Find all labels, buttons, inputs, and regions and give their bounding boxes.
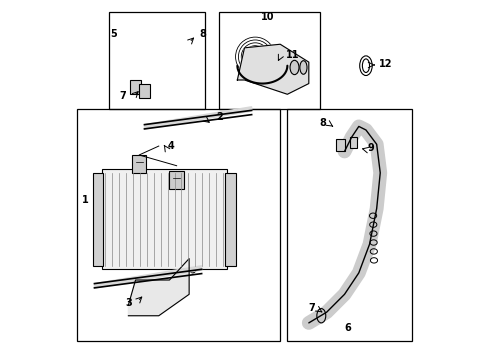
Bar xyxy=(139,84,149,98)
Text: 9: 9 xyxy=(367,143,374,153)
Polygon shape xyxy=(144,107,251,129)
Ellipse shape xyxy=(189,255,196,269)
Text: 4: 4 xyxy=(167,141,174,151)
Ellipse shape xyxy=(187,251,198,273)
Bar xyxy=(335,139,344,152)
Ellipse shape xyxy=(299,61,306,74)
Text: 1: 1 xyxy=(82,195,89,204)
Text: 5: 5 xyxy=(110,28,117,39)
Bar xyxy=(102,169,226,269)
Bar xyxy=(93,173,103,266)
Text: 12: 12 xyxy=(378,59,391,69)
Polygon shape xyxy=(128,258,189,316)
Bar xyxy=(130,80,141,94)
Ellipse shape xyxy=(316,309,325,323)
Polygon shape xyxy=(94,266,201,288)
Bar xyxy=(349,137,356,148)
Polygon shape xyxy=(237,44,308,94)
Text: 3: 3 xyxy=(125,298,132,308)
Text: 8: 8 xyxy=(319,118,326,128)
Text: 6: 6 xyxy=(344,323,351,333)
Text: 11: 11 xyxy=(285,50,299,60)
Text: 8: 8 xyxy=(200,28,206,39)
Text: 7: 7 xyxy=(120,91,126,101)
Text: 10: 10 xyxy=(261,13,274,22)
Text: 7: 7 xyxy=(308,303,315,313)
Bar xyxy=(224,173,235,266)
Bar xyxy=(108,12,205,109)
Text: 2: 2 xyxy=(216,112,222,122)
FancyBboxPatch shape xyxy=(132,155,146,173)
Bar xyxy=(287,109,411,341)
FancyBboxPatch shape xyxy=(169,171,183,189)
Ellipse shape xyxy=(289,60,298,75)
Bar xyxy=(219,12,319,109)
Bar xyxy=(77,109,280,341)
